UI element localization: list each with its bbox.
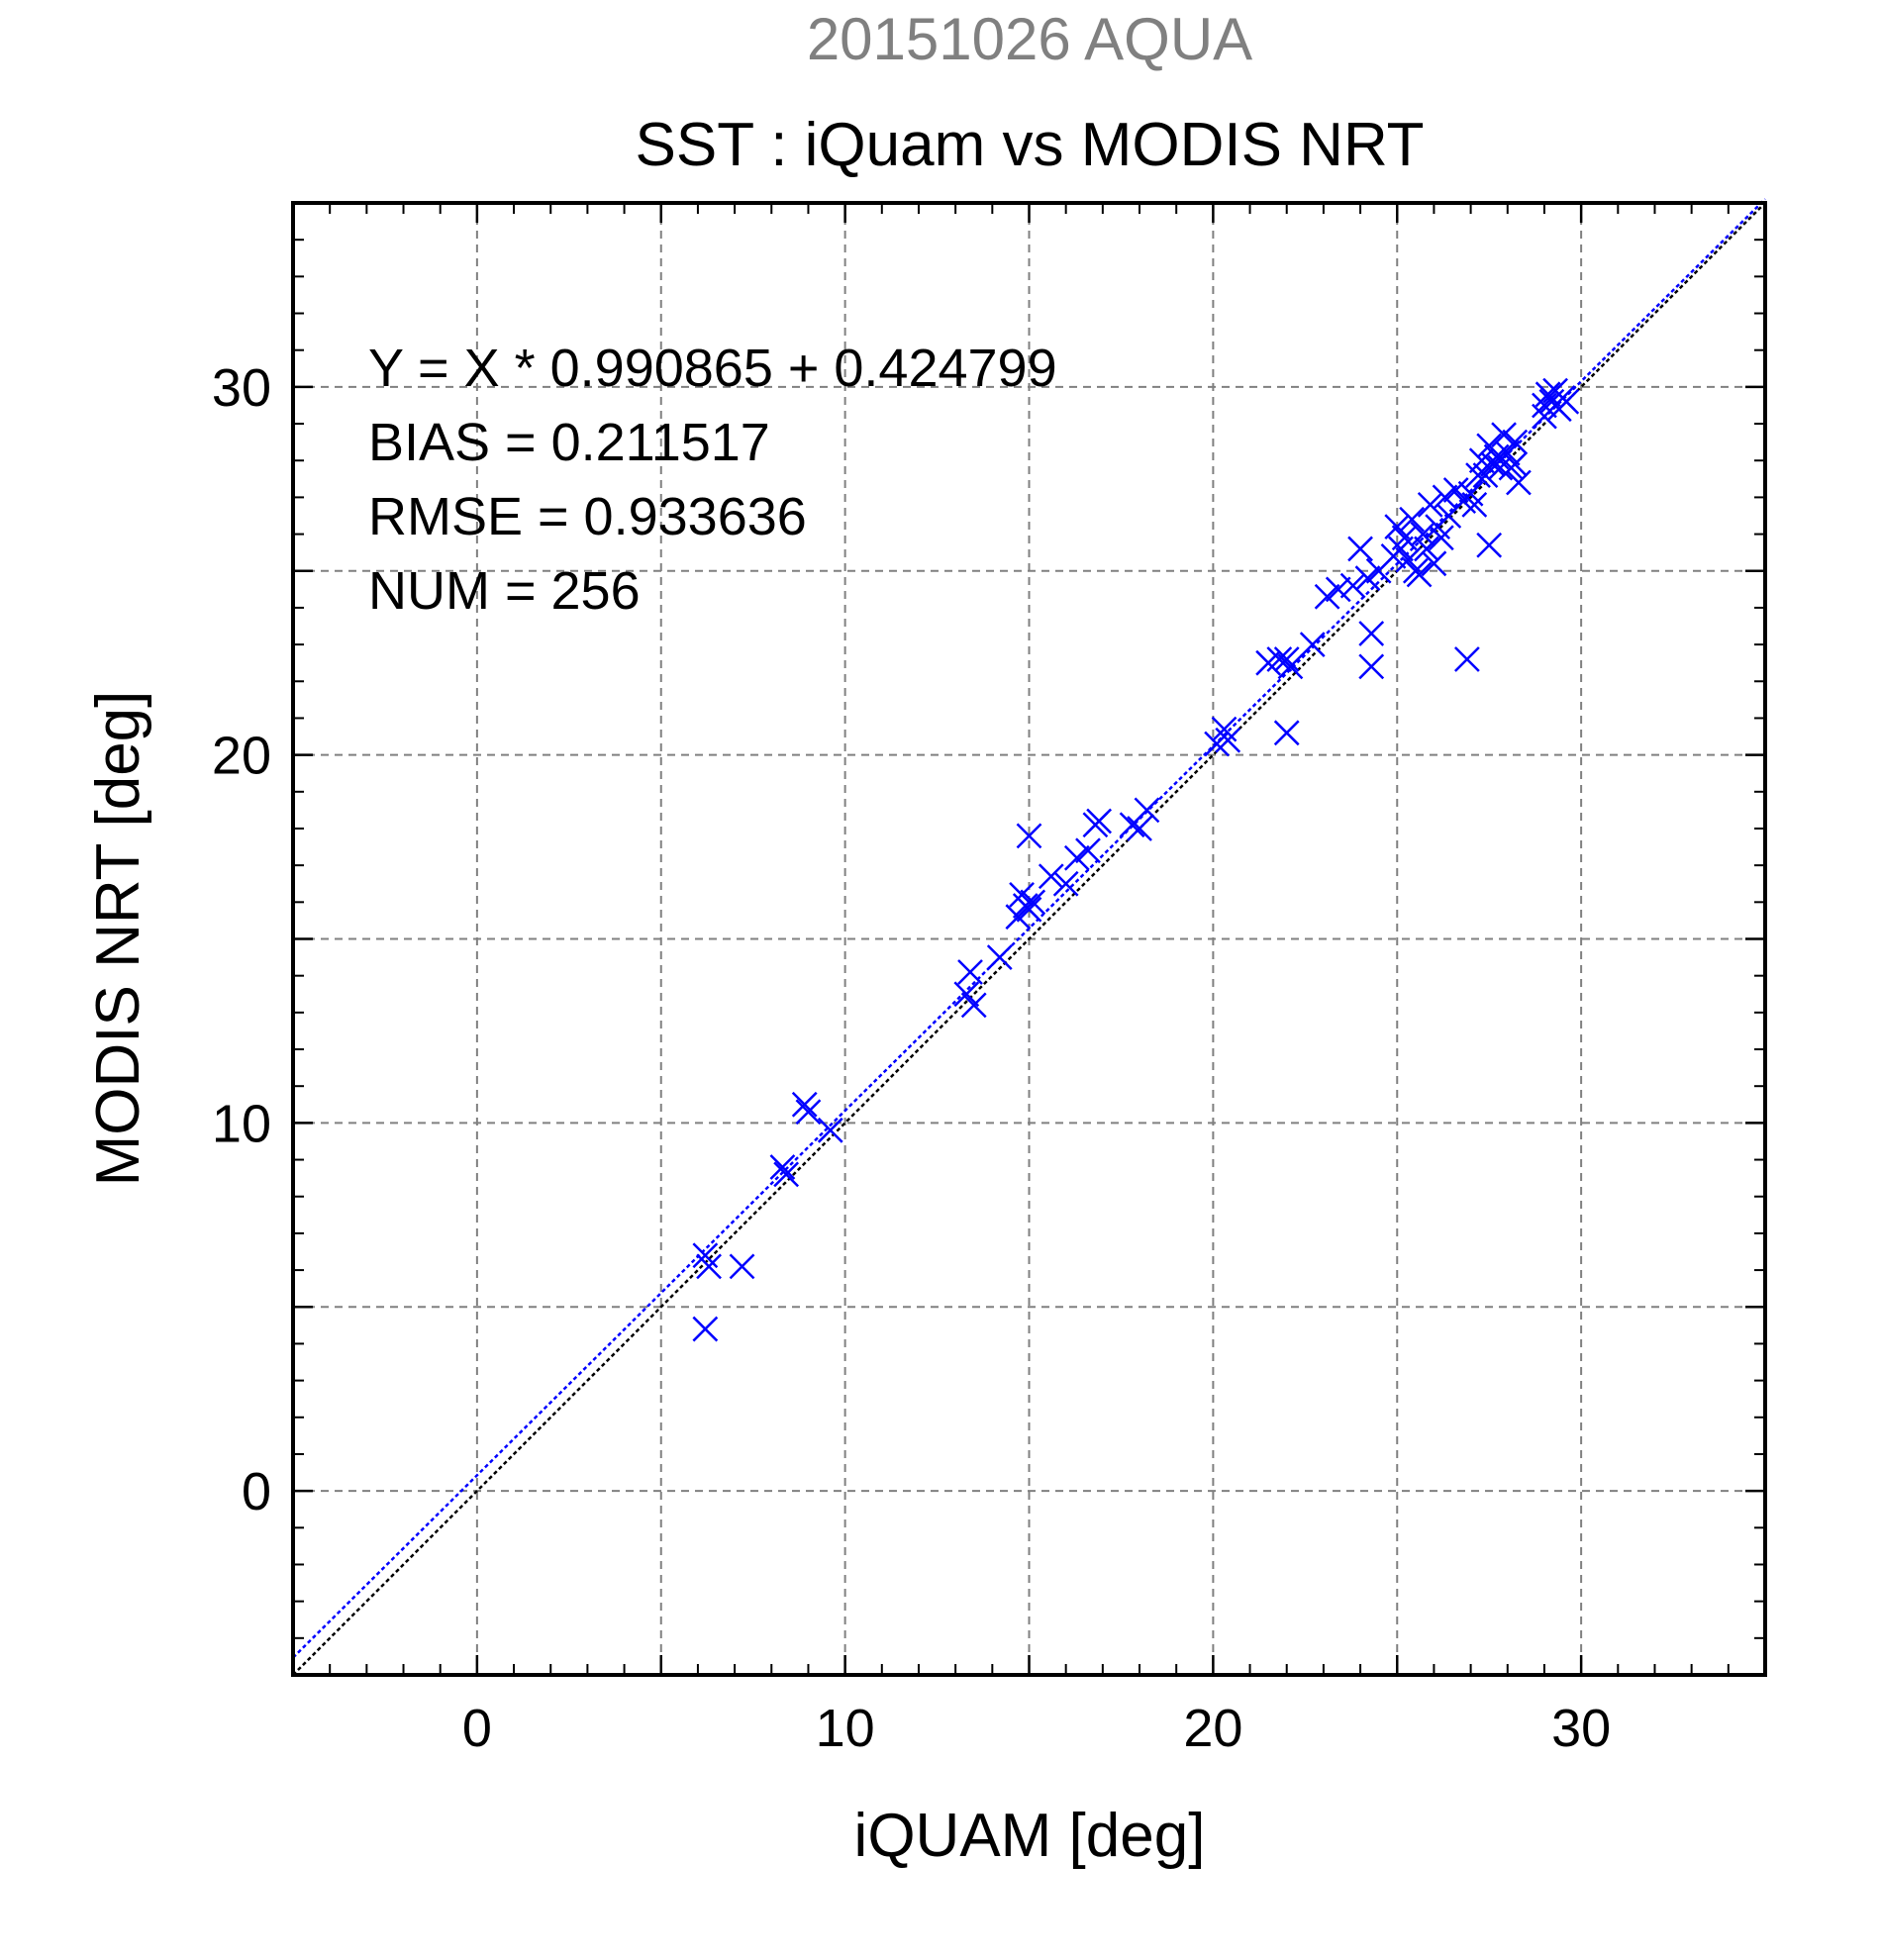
data-point bbox=[1127, 816, 1152, 841]
data-point bbox=[1325, 576, 1351, 603]
data-point bbox=[817, 1117, 843, 1143]
data-point bbox=[1532, 403, 1557, 430]
data-point bbox=[1487, 454, 1514, 481]
chart-title: SST : iQuam vs MODIS NRT bbox=[636, 111, 1425, 179]
x-tick-label: 30 bbox=[1551, 1699, 1611, 1758]
data-point bbox=[1491, 422, 1517, 448]
data-point bbox=[1502, 429, 1529, 455]
data-point bbox=[1063, 844, 1090, 871]
stats-line-rmse: RMSE = 0.933636 bbox=[368, 487, 807, 546]
data-point bbox=[1314, 583, 1340, 610]
data-point bbox=[1299, 632, 1326, 657]
data-point bbox=[1016, 896, 1042, 923]
data-point bbox=[1075, 837, 1101, 864]
data-point bbox=[1494, 440, 1521, 466]
data-point bbox=[1384, 514, 1411, 540]
stats-line-equation: Y = X * 0.990865 + 0.424799 bbox=[368, 339, 1057, 398]
data-point bbox=[769, 1154, 796, 1180]
data-point bbox=[1534, 381, 1561, 408]
stats-line-bias: BIAS = 0.211517 bbox=[368, 413, 770, 472]
y-tick-label: 10 bbox=[212, 1094, 271, 1153]
data-point bbox=[1277, 653, 1304, 680]
x-tick-labels: 0 10 20 30 bbox=[462, 1699, 1611, 1758]
data-point bbox=[1476, 532, 1503, 558]
y-tick-label: 30 bbox=[212, 358, 271, 418]
chart-subtitle: 20151026 AQUA bbox=[807, 6, 1252, 72]
data-point bbox=[1020, 889, 1046, 916]
data-point bbox=[1406, 561, 1433, 588]
data-point bbox=[729, 1253, 755, 1280]
data-point bbox=[791, 1091, 818, 1118]
data-point bbox=[1358, 621, 1385, 646]
data-point bbox=[1215, 727, 1241, 753]
data-point bbox=[1273, 646, 1300, 672]
data-point bbox=[953, 981, 980, 1008]
data-point bbox=[1016, 823, 1042, 849]
data-point bbox=[1502, 451, 1529, 477]
y-axis-label: MODIS NRT [deg] bbox=[84, 691, 152, 1187]
data-point bbox=[1339, 572, 1366, 599]
data-point bbox=[1421, 550, 1447, 577]
data-point bbox=[960, 992, 987, 1019]
y-tick-labels: 0 10 20 30 bbox=[212, 358, 271, 1521]
data-point bbox=[1417, 491, 1443, 518]
data-points bbox=[692, 377, 1580, 1342]
data-point bbox=[1399, 506, 1426, 533]
data-point bbox=[1273, 720, 1300, 746]
y-tick-label: 20 bbox=[212, 727, 271, 786]
data-point bbox=[692, 1316, 719, 1342]
data-point bbox=[1553, 388, 1580, 415]
data-point bbox=[1461, 491, 1488, 518]
data-point bbox=[1347, 536, 1373, 562]
data-point bbox=[1358, 653, 1385, 680]
data-point bbox=[696, 1253, 722, 1280]
y-tick-label: 0 bbox=[242, 1462, 271, 1521]
x-tick-label: 10 bbox=[816, 1699, 875, 1758]
data-point bbox=[1266, 646, 1293, 672]
data-point bbox=[1472, 462, 1499, 488]
data-point bbox=[1354, 565, 1381, 592]
data-point bbox=[795, 1099, 822, 1126]
data-point bbox=[986, 944, 1013, 970]
data-point bbox=[1414, 536, 1439, 562]
plot-frame bbox=[291, 201, 1767, 1677]
data-point bbox=[1086, 808, 1113, 834]
data-point bbox=[1442, 477, 1469, 503]
data-point bbox=[1134, 797, 1160, 824]
stats-line-num: NUM = 256 bbox=[368, 561, 641, 621]
data-point bbox=[957, 959, 983, 985]
data-point bbox=[1428, 525, 1454, 551]
x-tick-label: 20 bbox=[1183, 1699, 1242, 1758]
data-point bbox=[1453, 646, 1480, 672]
data-point bbox=[773, 1161, 800, 1188]
data-point bbox=[1038, 863, 1064, 890]
data-point bbox=[1052, 870, 1079, 897]
x-tick-label: 0 bbox=[462, 1699, 492, 1758]
stats-box: Y = X * 0.990865 + 0.424799 BIAS = 0.211… bbox=[368, 339, 1057, 621]
data-point bbox=[1395, 546, 1422, 573]
x-axis-label: iQUAM [deg] bbox=[854, 1802, 1206, 1870]
